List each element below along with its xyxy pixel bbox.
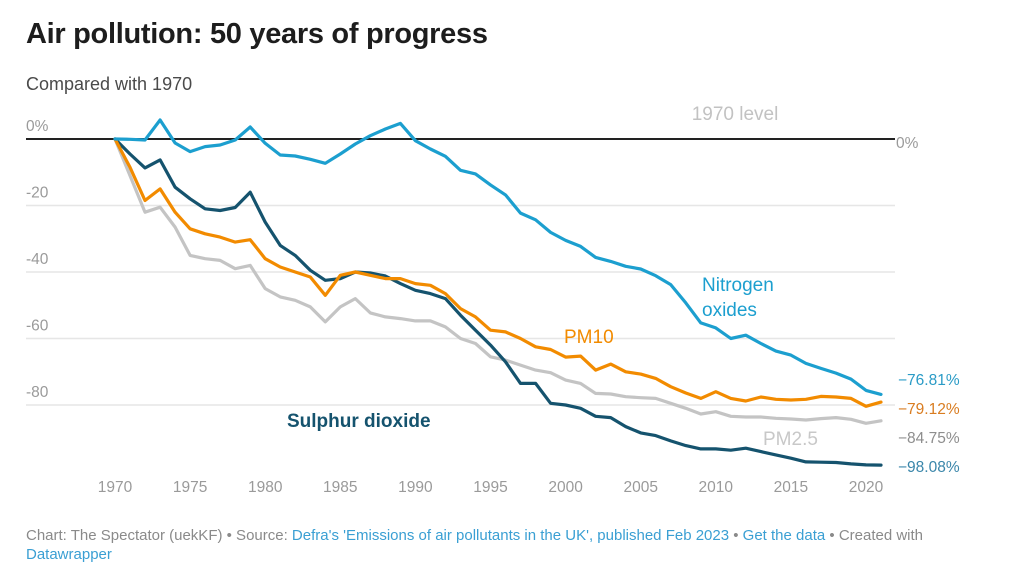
get-data-link[interactable]: Get the data	[742, 527, 826, 544]
x-tick-label: 1980	[248, 479, 283, 496]
series-line-sulphur-dioxide	[113, 137, 883, 467]
y-tick-label: -60	[26, 318, 49, 335]
label-line: oxides	[702, 300, 757, 321]
footer-separator: •	[729, 527, 743, 544]
x-tick-label: 1990	[398, 479, 433, 496]
gridlines	[26, 204, 895, 406]
x-tick-label: 1975	[173, 479, 207, 496]
end-value-label: −84.75%	[898, 430, 960, 447]
reference-line-end-label: 0%	[896, 135, 919, 152]
series-label-sulphur-dioxide: Sulphur dioxide	[287, 411, 431, 432]
y-axis-ticks: 0% -20 -40 -60 -80	[26, 118, 49, 401]
series-line-pm10	[113, 137, 883, 408]
label-line: Nitrogen	[702, 275, 774, 296]
reference-line-group: 1970 level 0%	[26, 104, 919, 152]
x-tick-label: 2000	[548, 479, 583, 496]
series-label-nitrogen-oxides: Nitrogen oxides	[702, 275, 774, 321]
end-value-label: −76.81%	[898, 372, 960, 389]
x-tick-label: 2020	[849, 479, 884, 496]
line-chart: 0% -20 -40 -60 -80 1970 1975 1980 1985 1990 1995 2…	[26, 104, 960, 496]
datawrapper-link[interactable]: Datawrapper	[26, 546, 112, 563]
series-lines	[113, 118, 883, 467]
y-tick-label: -40	[26, 251, 49, 268]
x-tick-label: 1995	[473, 479, 507, 496]
reference-line-label: 1970 level	[692, 104, 779, 125]
chart-subtitle: Compared with 1970	[26, 74, 193, 94]
y-tick-label: -80	[26, 384, 49, 401]
end-value-label: −98.08%	[898, 459, 960, 476]
x-tick-label: 2015	[774, 479, 808, 496]
y-tick-label: -20	[26, 185, 49, 202]
x-tick-label: 2005	[623, 479, 657, 496]
x-tick-label: 1985	[323, 479, 357, 496]
series-line-pm2-5	[113, 137, 883, 425]
source-link[interactable]: Defra's 'Emissions of air pollutants in …	[291, 527, 730, 544]
series-line-nitrogen-oxides	[113, 118, 883, 396]
x-tick-label: 1970	[98, 479, 133, 496]
chart-title: Air pollution: 50 years of progress	[26, 18, 488, 50]
x-tick-label: 2010	[699, 479, 734, 496]
series-label-pm10: PM10	[564, 327, 614, 348]
series-label-pm2-5: PM2.5	[763, 429, 818, 450]
end-value-label: −79.12%	[898, 401, 960, 418]
end-value-labels: −76.81% −79.12% −84.75% −98.08%	[898, 372, 960, 476]
y-tick-label: 0%	[26, 118, 49, 135]
created-with-text: • Created with	[825, 527, 924, 544]
chart-footer: Chart: The Spectator (uekKF) • Source: D…	[26, 526, 986, 564]
chart-credit: Chart: The Spectator (uekKF) • Source:	[26, 527, 292, 544]
series-labels: Nitrogen oxides PM10 PM2.5 Sulphur dioxide	[287, 275, 818, 450]
x-axis-ticks: 1970 1975 1980 1985 1990 1995 2000 2005 2010 2015…	[98, 479, 884, 496]
